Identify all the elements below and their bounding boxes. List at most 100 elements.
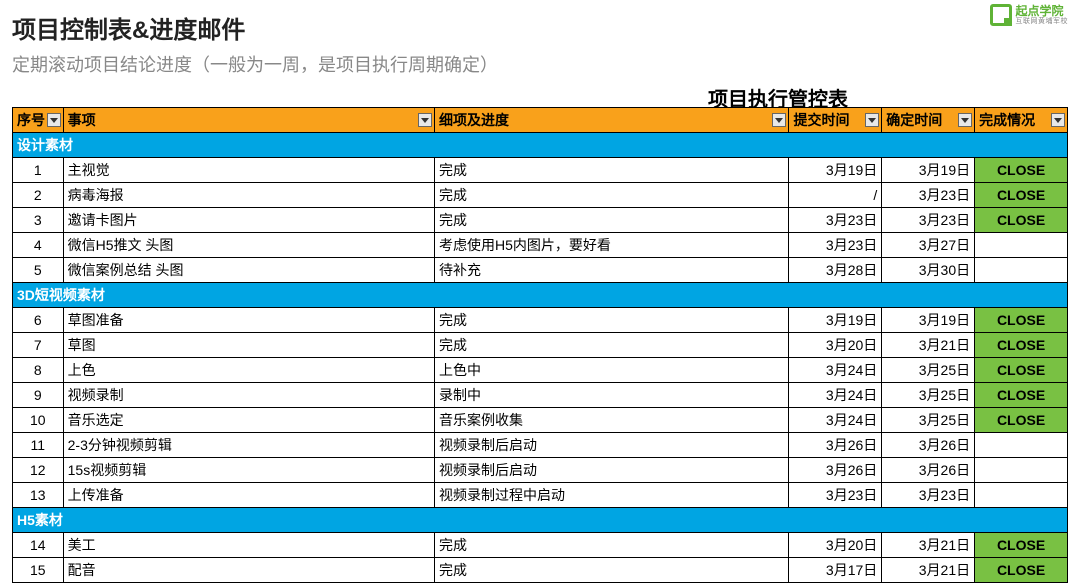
- cell-submit[interactable]: 3月26日: [789, 433, 882, 458]
- cell-submit[interactable]: /: [789, 183, 882, 208]
- cell-submit[interactable]: 3月19日: [789, 308, 882, 333]
- cell-status[interactable]: [975, 433, 1068, 458]
- filter-icon[interactable]: [865, 113, 879, 127]
- cell-submit[interactable]: 3月24日: [789, 383, 882, 408]
- cell-status[interactable]: CLOSE: [975, 558, 1068, 583]
- cell-seq[interactable]: 15: [13, 558, 64, 583]
- cell-item[interactable]: 病毒海报: [63, 183, 434, 208]
- cell-seq[interactable]: 8: [13, 358, 64, 383]
- cell-status[interactable]: CLOSE: [975, 358, 1068, 383]
- filter-icon[interactable]: [1051, 113, 1065, 127]
- cell-detail[interactable]: 完成: [434, 533, 788, 558]
- cell-submit[interactable]: 3月24日: [789, 408, 882, 433]
- cell-seq[interactable]: 10: [13, 408, 64, 433]
- col-detail[interactable]: 细项及进度: [434, 108, 788, 133]
- filter-icon[interactable]: [958, 113, 972, 127]
- cell-confirm[interactable]: 3月19日: [882, 158, 975, 183]
- col-confirm[interactable]: 确定时间: [882, 108, 975, 133]
- cell-submit[interactable]: 3月23日: [789, 233, 882, 258]
- cell-item[interactable]: 上传准备: [63, 483, 434, 508]
- cell-detail[interactable]: 待补充: [434, 258, 788, 283]
- cell-seq[interactable]: 9: [13, 383, 64, 408]
- cell-item[interactable]: 主视觉: [63, 158, 434, 183]
- cell-detail[interactable]: 完成: [434, 208, 788, 233]
- cell-submit[interactable]: 3月28日: [789, 258, 882, 283]
- cell-confirm[interactable]: 3月25日: [882, 358, 975, 383]
- cell-seq[interactable]: 5: [13, 258, 64, 283]
- cell-item[interactable]: 微信H5推文 头图: [63, 233, 434, 258]
- cell-confirm[interactable]: 3月30日: [882, 258, 975, 283]
- cell-submit[interactable]: 3月26日: [789, 458, 882, 483]
- cell-item[interactable]: 视频录制: [63, 383, 434, 408]
- cell-submit[interactable]: 3月23日: [789, 208, 882, 233]
- cell-detail[interactable]: 完成: [434, 308, 788, 333]
- cell-status[interactable]: CLOSE: [975, 183, 1068, 208]
- cell-detail[interactable]: 视频录制后启动: [434, 433, 788, 458]
- cell-status[interactable]: [975, 233, 1068, 258]
- cell-confirm[interactable]: 3月23日: [882, 483, 975, 508]
- cell-confirm[interactable]: 3月27日: [882, 233, 975, 258]
- cell-item[interactable]: 草图准备: [63, 308, 434, 333]
- cell-seq[interactable]: 12: [13, 458, 64, 483]
- cell-item[interactable]: 2-3分钟视频剪辑: [63, 433, 434, 458]
- cell-detail[interactable]: 视频录制过程中启动: [434, 483, 788, 508]
- cell-seq[interactable]: 6: [13, 308, 64, 333]
- cell-confirm[interactable]: 3月23日: [882, 183, 975, 208]
- col-submit[interactable]: 提交时间: [789, 108, 882, 133]
- cell-item[interactable]: 微信案例总结 头图: [63, 258, 434, 283]
- cell-status[interactable]: [975, 458, 1068, 483]
- cell-submit[interactable]: 3月20日: [789, 533, 882, 558]
- cell-detail[interactable]: 完成: [434, 333, 788, 358]
- cell-seq[interactable]: 4: [13, 233, 64, 258]
- cell-status[interactable]: [975, 483, 1068, 508]
- cell-confirm[interactable]: 3月21日: [882, 333, 975, 358]
- col-status[interactable]: 完成情况: [975, 108, 1068, 133]
- cell-seq[interactable]: 3: [13, 208, 64, 233]
- filter-icon[interactable]: [772, 113, 786, 127]
- cell-item[interactable]: 草图: [63, 333, 434, 358]
- cell-seq[interactable]: 1: [13, 158, 64, 183]
- cell-detail[interactable]: 考虑使用H5内图片，要好看: [434, 233, 788, 258]
- cell-confirm[interactable]: 3月21日: [882, 558, 975, 583]
- cell-submit[interactable]: 3月24日: [789, 358, 882, 383]
- cell-detail[interactable]: 完成: [434, 183, 788, 208]
- cell-submit[interactable]: 3月20日: [789, 333, 882, 358]
- cell-submit[interactable]: 3月19日: [789, 158, 882, 183]
- cell-item[interactable]: 上色: [63, 358, 434, 383]
- cell-status[interactable]: CLOSE: [975, 208, 1068, 233]
- cell-item[interactable]: 配音: [63, 558, 434, 583]
- cell-detail[interactable]: 上色中: [434, 358, 788, 383]
- cell-confirm[interactable]: 3月23日: [882, 208, 975, 233]
- cell-confirm[interactable]: 3月19日: [882, 308, 975, 333]
- cell-seq[interactable]: 14: [13, 533, 64, 558]
- cell-confirm[interactable]: 3月21日: [882, 533, 975, 558]
- col-item[interactable]: 事项: [63, 108, 434, 133]
- cell-item[interactable]: 美工: [63, 533, 434, 558]
- cell-detail[interactable]: 录制中: [434, 383, 788, 408]
- cell-status[interactable]: CLOSE: [975, 533, 1068, 558]
- cell-detail[interactable]: 音乐案例收集: [434, 408, 788, 433]
- cell-confirm[interactable]: 3月25日: [882, 383, 975, 408]
- cell-detail[interactable]: 完成: [434, 158, 788, 183]
- cell-detail[interactable]: 完成: [434, 558, 788, 583]
- cell-seq[interactable]: 7: [13, 333, 64, 358]
- cell-item[interactable]: 邀请卡图片: [63, 208, 434, 233]
- cell-item[interactable]: 15s视频剪辑: [63, 458, 434, 483]
- cell-seq[interactable]: 2: [13, 183, 64, 208]
- filter-icon[interactable]: [47, 113, 61, 127]
- filter-icon[interactable]: [418, 113, 432, 127]
- cell-seq[interactable]: 13: [13, 483, 64, 508]
- cell-status[interactable]: CLOSE: [975, 408, 1068, 433]
- cell-status[interactable]: CLOSE: [975, 383, 1068, 408]
- cell-confirm[interactable]: 3月26日: [882, 458, 975, 483]
- cell-status[interactable]: CLOSE: [975, 158, 1068, 183]
- cell-item[interactable]: 音乐选定: [63, 408, 434, 433]
- col-seq[interactable]: 序号: [13, 108, 64, 133]
- cell-status[interactable]: CLOSE: [975, 333, 1068, 358]
- cell-status[interactable]: CLOSE: [975, 308, 1068, 333]
- cell-seq[interactable]: 11: [13, 433, 64, 458]
- cell-submit[interactable]: 3月17日: [789, 558, 882, 583]
- cell-status[interactable]: [975, 258, 1068, 283]
- cell-confirm[interactable]: 3月25日: [882, 408, 975, 433]
- cell-confirm[interactable]: 3月26日: [882, 433, 975, 458]
